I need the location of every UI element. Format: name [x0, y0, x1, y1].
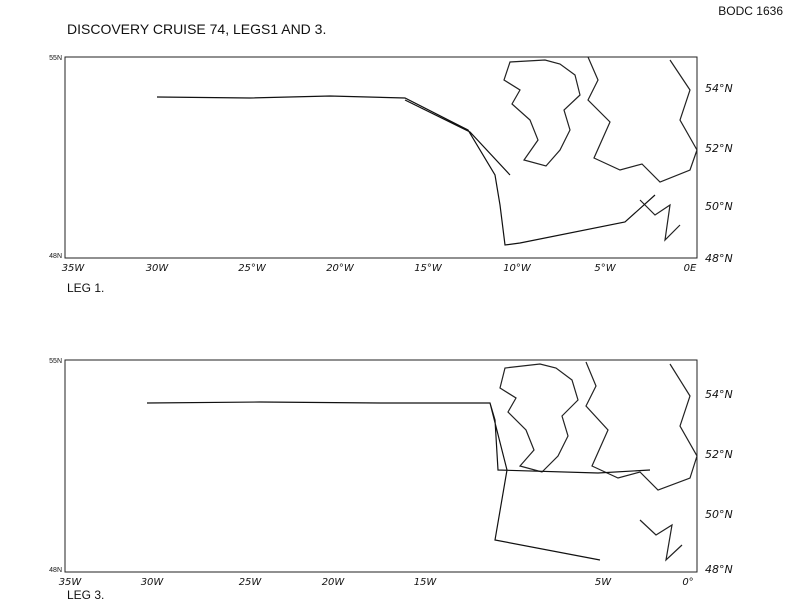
lat-label: 48°N: [705, 252, 733, 265]
lon-label: 35W: [62, 263, 86, 274]
lon-label: 0E: [684, 263, 697, 274]
map-frame: [64, 56, 698, 259]
lat-label: 50°N: [705, 200, 733, 213]
lon-label: 25°W: [238, 263, 267, 274]
lon-label: 20°W: [326, 263, 355, 274]
lon-label: 5W: [595, 577, 612, 588]
lon-label: 0°: [682, 577, 693, 588]
lat-corner-label: 55N: [49, 55, 62, 62]
map-frame: [64, 359, 698, 573]
reference: BODC 1636: [718, 4, 783, 18]
lon-label: 20W: [322, 577, 346, 588]
lat-label: 48°N: [705, 563, 733, 576]
lon-label: 15°W: [414, 263, 443, 274]
lat-label: 54°N: [705, 388, 733, 401]
lon-label: 35W: [59, 577, 83, 588]
lat-corner-label: 55N: [49, 358, 62, 365]
coastline: [503, 56, 698, 183]
cruise-track: [146, 401, 651, 561]
title: DISCOVERY CRUISE 74, LEGS1 AND 3.: [67, 21, 326, 37]
lon-label: 30W: [141, 577, 165, 588]
cruise-track: [156, 95, 656, 246]
lon-label: 30W: [146, 263, 170, 274]
coastline: [639, 519, 683, 562]
lat-label: 54°N: [705, 82, 733, 95]
lat-corner-label: 48N: [49, 567, 62, 574]
lat-label: 50°N: [705, 508, 733, 521]
coastline: [499, 361, 698, 491]
lon-label: 25W: [239, 577, 263, 588]
lon-label: 15W: [414, 577, 438, 588]
lat-corner-label: 48N: [49, 253, 62, 260]
map-label: LEG 3.: [67, 588, 104, 602]
map-label: LEG 1.: [67, 281, 104, 295]
lat-label: 52°N: [705, 448, 733, 461]
lon-label: 10°W: [503, 263, 532, 274]
lat-label: 52°N: [705, 142, 733, 155]
coastline: [639, 199, 681, 242]
lon-label: 5°W: [594, 263, 616, 274]
map-1: [64, 56, 698, 259]
map-2: [64, 359, 698, 573]
